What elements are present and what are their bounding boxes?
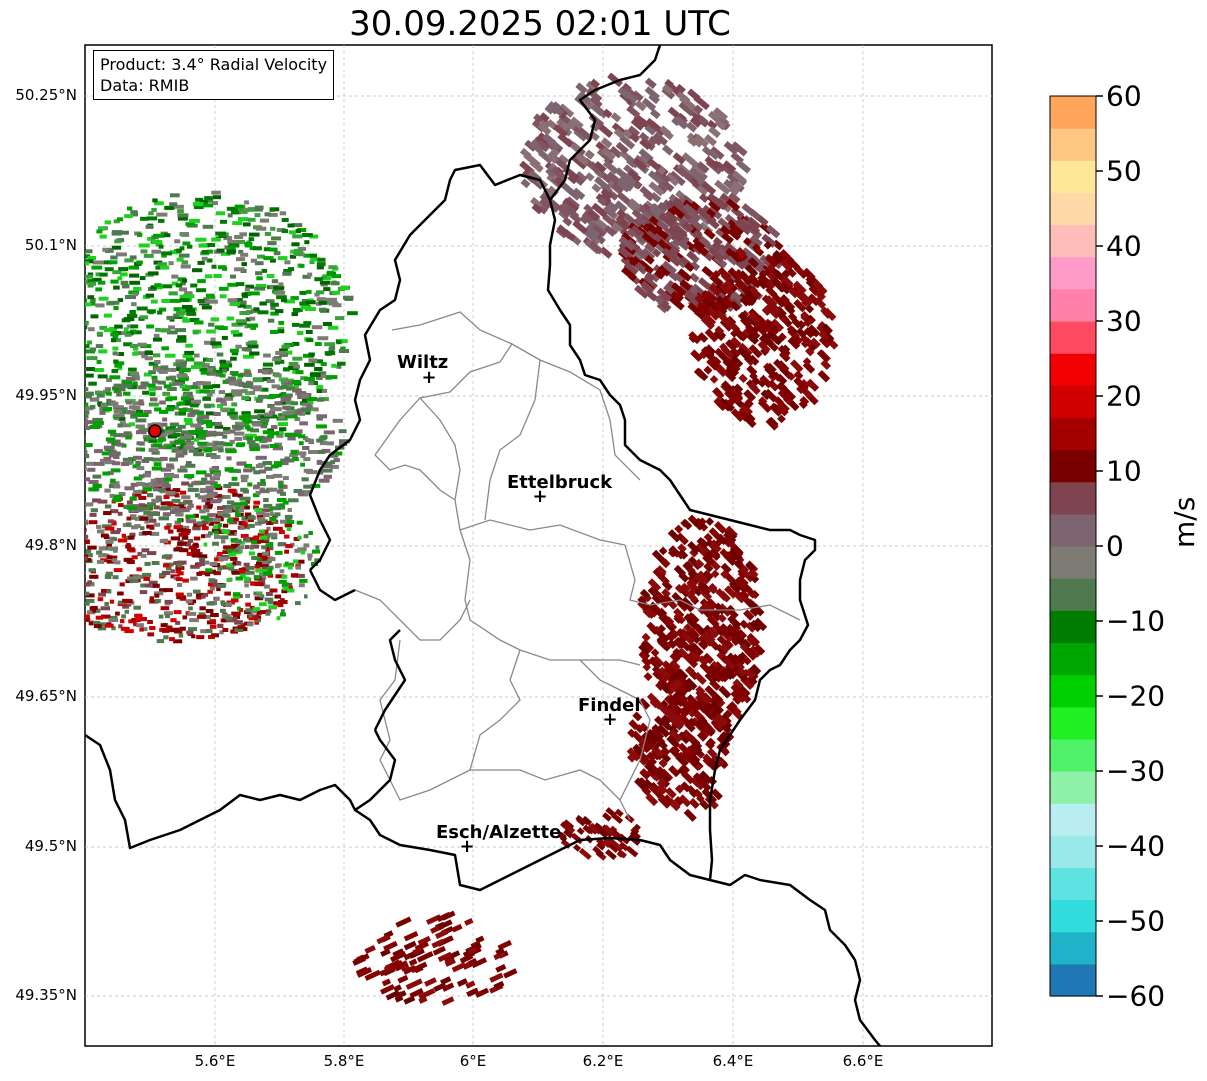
colorbar-band: [1050, 513, 1096, 547]
colorbar-tick-label: 60: [1106, 79, 1142, 113]
city-label-ettelbruck: Ettelbruck: [507, 472, 613, 493]
colorbar-tick-label: −50: [1106, 904, 1166, 938]
colorbar-band: [1050, 674, 1096, 708]
city-marker-esch-alzette: +: [459, 836, 474, 857]
lat-label: 49.8°N: [24, 536, 77, 554]
colorbar-tick-label: −30: [1106, 754, 1166, 788]
colorbar-band: [1050, 256, 1096, 290]
city-label-wiltz: Wiltz: [397, 352, 448, 373]
city-markers: Wiltz + Ettelbruck + Findel + Esch/Alzet…: [397, 352, 641, 857]
colorbar: [1049, 95, 1103, 997]
city-marker-findel: +: [602, 709, 617, 730]
colorbar-band: [1050, 610, 1096, 644]
colorbar-band: [1050, 353, 1096, 386]
colorbar-band: [1050, 288, 1096, 322]
product-info-box: Product: 3.4° Radial Velocity Data: RMIB: [93, 50, 335, 100]
colorbar-band: [1050, 931, 1096, 965]
lat-label: 49.35°N: [15, 986, 77, 1004]
colorbar-tick-label: −40: [1106, 829, 1166, 863]
colorbar-band: [1050, 321, 1096, 354]
colorbar-band: [1050, 160, 1096, 194]
data-source-label: Data: RMIB: [100, 76, 190, 95]
colorbar-tick-label: 30: [1106, 304, 1142, 338]
colorbar-tick-label: 0: [1106, 529, 1124, 563]
colorbar-band: [1050, 481, 1096, 515]
colorbar-band: [1050, 642, 1096, 676]
city-marker-ettelbruck: +: [532, 486, 547, 507]
colorbar-band: [1050, 899, 1096, 933]
colorbar-tick-label: −10: [1106, 604, 1166, 638]
colorbar-tick-label: −60: [1106, 979, 1166, 1013]
colorbar-band: [1050, 417, 1096, 451]
map-frame: [84, 44, 993, 1047]
colorbar-band: [1050, 835, 1096, 869]
colorbar-band: [1050, 449, 1096, 483]
colorbar-tick-label: −20: [1106, 679, 1166, 713]
radar-site-marker: [148, 424, 162, 438]
colorbar-band: [1050, 803, 1096, 836]
lat-label: 49.65°N: [15, 687, 77, 705]
colorbar-band: [1050, 963, 1096, 997]
colorbar-band: [1050, 96, 1096, 129]
colorbar-tick-label: 10: [1106, 454, 1142, 488]
colorbar-tick-label: 20: [1106, 379, 1142, 413]
colorbar-band: [1050, 738, 1096, 772]
colorbar-band: [1050, 706, 1096, 740]
canton-borders: [354, 311, 801, 821]
lon-label: 6°E: [459, 1052, 487, 1070]
product-label: Product: 3.4° Radial Velocity: [100, 55, 328, 74]
lat-label: 50.25°N: [15, 86, 77, 104]
city-label-esch-alzette: Esch/Alzette: [436, 822, 561, 843]
lon-label: 6.4°E: [712, 1052, 754, 1070]
colorbar-tick-label: 50: [1106, 154, 1142, 188]
colorbar-unit-label: m/s: [1168, 496, 1201, 548]
colorbar-band: [1050, 867, 1096, 901]
lat-label: 49.95°N: [15, 386, 77, 404]
colorbar-band: [1050, 578, 1096, 611]
city-marker-wiltz: +: [421, 367, 436, 388]
colorbar-band: [1050, 771, 1096, 804]
city-label-findel: Findel: [578, 695, 641, 716]
colorbar-band: [1050, 192, 1096, 226]
colorbar-tick-label: 40: [1106, 229, 1142, 263]
lat-label: 49.5°N: [24, 837, 77, 855]
lon-label: 5.6°E: [194, 1052, 236, 1070]
lon-label: 5.8°E: [323, 1052, 365, 1070]
lat-label: 50.1°N: [24, 236, 77, 254]
colorbar-band: [1050, 224, 1096, 258]
map-title: 30.09.2025 02:01 UTC: [349, 4, 731, 44]
colorbar-band: [1050, 546, 1096, 579]
lon-label: 6.6°E: [842, 1052, 884, 1070]
colorbar-band: [1050, 128, 1096, 161]
country-borders: [85, 45, 881, 1046]
radar-echoes: [85, 72, 839, 1006]
lon-label: 6.2°E: [582, 1052, 624, 1070]
colorbar-band: [1050, 385, 1096, 419]
